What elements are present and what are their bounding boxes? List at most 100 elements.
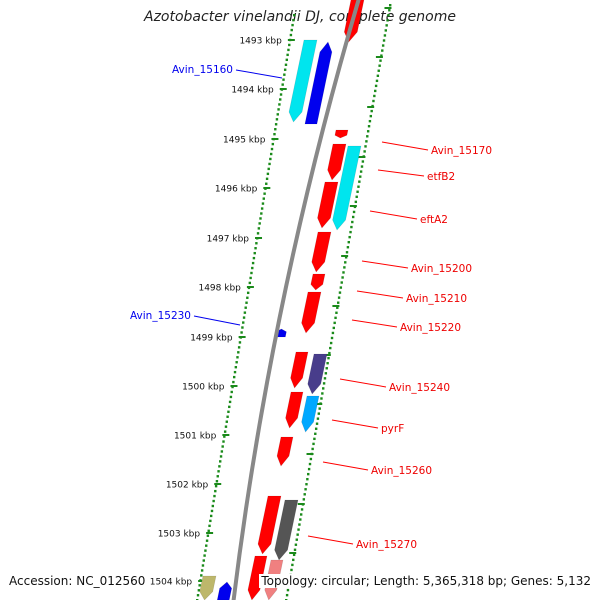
left-track-dot	[232, 380, 235, 384]
left-track-dot	[231, 385, 234, 389]
right-track-dot	[302, 498, 306, 501]
right-track-dot	[366, 130, 370, 133]
left-track-dot	[214, 484, 218, 488]
right-track-dot	[338, 291, 342, 294]
left-track-dot	[270, 147, 274, 151]
right-track-dot	[317, 412, 321, 415]
right-track-dot	[340, 281, 343, 284]
left-track-dot	[285, 58, 289, 62]
left-track-dot	[230, 390, 233, 394]
right-track-dot	[324, 372, 328, 375]
right-track-dot	[314, 432, 317, 436]
right-track-dot	[383, 34, 387, 37]
left-track-dot	[228, 405, 231, 409]
left-track-dot	[292, 18, 295, 22]
left-track-dot	[245, 301, 248, 304]
right-track-dot	[351, 215, 355, 219]
right-track-dot	[332, 326, 335, 330]
kbp-label: 1497 kbp	[207, 235, 250, 245]
gene-red-e	[247, 555, 268, 600]
left-track-dot	[221, 445, 224, 448]
right-track-dot	[325, 367, 328, 370]
left-track-dot	[268, 162, 271, 166]
left-track-dot	[229, 395, 233, 399]
right-track-dot	[329, 346, 332, 350]
left-track-dot	[274, 123, 278, 126]
left-track-dot	[213, 494, 216, 498]
left-track-dot	[236, 356, 239, 359]
left-track-dot	[206, 534, 210, 537]
left-track-dot	[202, 559, 205, 562]
left-track-dot	[252, 256, 256, 260]
kbp-label: 1496 kbp	[215, 185, 258, 195]
right-track-dot	[343, 266, 346, 269]
kbp-label: 1502 kbp	[166, 481, 209, 491]
right-track-dot	[344, 261, 347, 264]
label-connector	[307, 535, 354, 545]
left-track-dot	[251, 261, 255, 265]
left-track-dot	[224, 425, 228, 428]
left-track-dot	[210, 509, 214, 513]
right-track-dot	[381, 49, 384, 52]
right-track-dot	[323, 377, 327, 380]
gene-label: pyrF	[381, 423, 404, 435]
right-track-dot	[355, 195, 358, 199]
topology-label: Topology: circular; Length: 5,365,318 bp…	[259, 574, 593, 588]
left-track-dot	[257, 227, 261, 230]
gene-red-d	[257, 495, 282, 555]
right-track-dot	[290, 568, 293, 572]
left-track-dot	[211, 504, 215, 508]
left-track-dot	[261, 202, 265, 205]
accession-label: Accession: NC_012560	[7, 574, 148, 588]
right-track-dot	[342, 271, 345, 274]
right-track-dot	[388, 9, 391, 12]
right-track-dot	[285, 593, 289, 597]
right-track-dot	[308, 462, 312, 466]
left-track-dot	[238, 341, 242, 344]
gene-labels: Avin_15170 etfB2 eftA2 Avin_15200 Avin_15210…	[130, 64, 492, 551]
left-track-dot	[260, 212, 263, 215]
left-track-dot	[205, 544, 208, 547]
gene-features	[199, 0, 365, 600]
gene-avin-15170	[334, 129, 349, 139]
left-track-dot	[196, 594, 200, 597]
left-track-dot	[284, 63, 288, 66]
right-track-dot	[339, 286, 343, 289]
right-track-dot	[336, 306, 339, 309]
left-track-dot	[208, 524, 211, 528]
left-track-dot	[246, 296, 249, 299]
right-track-dot	[311, 447, 314, 451]
right-track-dot	[347, 240, 350, 244]
left-track-dot	[207, 529, 210, 532]
left-track-dot	[201, 564, 205, 567]
left-track-dot	[253, 251, 256, 255]
gene-pyrF	[301, 395, 320, 433]
right-track-dot	[359, 175, 362, 178]
right-track-dot	[294, 543, 298, 546]
left-track-dot	[258, 222, 261, 225]
left-track-dot	[235, 361, 238, 364]
label-connector	[235, 69, 283, 79]
gene-label: Avin_15240	[389, 382, 450, 394]
right-track-dot	[377, 69, 380, 72]
left-track-dot	[266, 172, 270, 176]
gene-avin-15270	[274, 499, 299, 561]
left-track-dot	[260, 207, 264, 210]
kbp-label: 1503 kbp	[158, 530, 201, 540]
right-track-dot	[326, 362, 329, 365]
gene-label: Avin_15210	[406, 293, 467, 305]
gene-etfb2	[327, 143, 347, 181]
left-track-dot	[209, 519, 212, 523]
left-track-dot	[255, 242, 258, 245]
left-track-dot	[242, 321, 245, 324]
label-connectors	[193, 69, 429, 545]
right-track-dot	[376, 74, 380, 77]
right-track-dot	[378, 64, 381, 67]
left-track-dot	[293, 14, 296, 17]
right-track-dot	[370, 109, 373, 113]
left-track-dot	[244, 306, 247, 309]
right-track-dot	[386, 19, 389, 22]
kbp-label: 1500 kbp	[182, 383, 225, 393]
left-track-dot	[287, 48, 290, 52]
right-track-dot	[350, 225, 353, 229]
